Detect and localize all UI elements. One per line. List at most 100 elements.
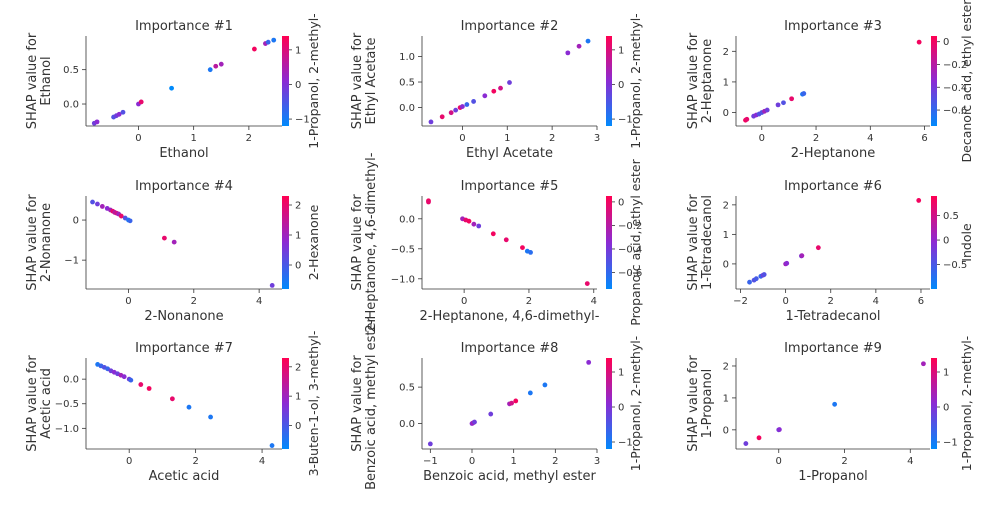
x-tick-label: 4: [256, 296, 262, 307]
data-point: [756, 435, 762, 441]
colorbar-label: 3-Buten-1-ol, 3-methyl-: [306, 331, 321, 477]
x-tick-label: 2: [841, 456, 847, 467]
x-axis-label: 1-Propanol: [798, 469, 868, 484]
y-axis-label-line1: SHAP value for: [686, 355, 701, 452]
x-tick-label: 2: [526, 296, 532, 307]
x-tick-label: 0: [782, 296, 788, 307]
colorbar-tick-label: 1: [295, 45, 301, 56]
colorbar-tick-label: 0: [618, 197, 624, 208]
data-point: [585, 38, 591, 44]
colorbar: [931, 36, 937, 126]
y-tick-label: 0.0: [63, 375, 79, 386]
data-point: [459, 104, 465, 109]
colorbar: [606, 196, 612, 289]
y-axis-label-line2: 2-Heptanone: [700, 39, 715, 123]
data-point: [208, 414, 213, 420]
colorbar-tick-label: 2: [295, 201, 301, 212]
x-tick-label: 2: [813, 133, 819, 144]
data-point: [503, 237, 509, 243]
data-point: [94, 119, 100, 125]
data-point: [128, 377, 134, 383]
colorbar-tick-label: −0.4: [943, 83, 967, 94]
x-axis-label: Acetic acid: [149, 469, 220, 484]
y-tick-label: −0.5: [391, 244, 415, 255]
colorbar-tick-label: 0: [618, 80, 624, 91]
x-axis-label: 2-Heptanone, 4,6-dimethyl-: [420, 309, 600, 324]
y-tick-label: 0.0: [399, 103, 415, 114]
data-point: [464, 102, 470, 107]
colorbar: [282, 36, 289, 126]
x-tick-label: 4: [591, 296, 597, 307]
y-tick-label: 1.0: [399, 52, 415, 63]
data-point: [527, 390, 533, 396]
y-axis-label-line1: SHAP value for: [686, 32, 701, 129]
data-point: [120, 109, 126, 115]
data-point: [482, 93, 488, 99]
y-axis-label-line1: SHAP value for: [350, 355, 365, 452]
y-axis-label-line1: SHAP value for: [25, 32, 40, 129]
colorbar-tick-label: 0: [943, 403, 949, 414]
subplot-title: Importance #3: [784, 19, 882, 34]
data-point: [471, 99, 477, 104]
x-tick-label: 0: [125, 296, 131, 307]
data-point: [743, 441, 749, 446]
y-tick-label: 0.5: [399, 383, 415, 394]
subplot-8: Importance #8 −1 0 1 2 3 0.0 0.5 Benzoic acid, m…: [350, 316, 643, 489]
data-point: [99, 204, 105, 209]
colorbar: [931, 196, 937, 289]
colorbar-label: 1-Propanol, 2-methyl-: [628, 336, 643, 471]
data-point: [761, 272, 767, 277]
data-point: [832, 401, 838, 407]
colorbar-tick-label: −0.2: [618, 221, 642, 232]
subplot-5: Importance #5 0 2 4 0.0 −0.5 −1.0 2-Heptanone, …: [350, 152, 643, 332]
y-axis-label-line2: 2-Heptanone, 4,6-dimethyl-: [364, 152, 379, 332]
y-tick-label: −0.5: [55, 399, 79, 410]
data-point: [520, 245, 525, 251]
x-tick-label: 0: [759, 133, 765, 144]
x-tick-label: 2: [246, 133, 252, 144]
x-tick-label: 3: [594, 133, 600, 144]
y-axis-label-line2: Ethanol: [39, 56, 54, 105]
colorbar: [606, 36, 612, 126]
x-tick-label: 4: [259, 456, 265, 467]
y-tick-label: 1: [723, 77, 729, 88]
data-point: [801, 91, 807, 96]
colorbar-tick-label: 2: [295, 362, 301, 373]
colorbar: [606, 358, 612, 449]
data-point: [744, 116, 750, 122]
colorbar: [282, 358, 289, 449]
y-tick-label: 1: [723, 230, 729, 241]
colorbar-tick-label: 0: [295, 80, 301, 91]
data-point: [269, 443, 275, 448]
x-tick-label: 1: [190, 133, 196, 144]
colorbar-tick-label: −0.6: [943, 106, 967, 117]
y-tick-label: 2: [723, 361, 729, 372]
x-axis-label: Benzoic acid, methyl ester: [423, 469, 596, 484]
subplot-title: Importance #2: [461, 19, 559, 34]
data-point: [542, 382, 548, 388]
y-axis-label-line1: SHAP value for: [350, 32, 365, 129]
data-point: [775, 102, 781, 108]
colorbar-tick-label: −1: [295, 115, 310, 126]
subplot-title: Importance #8: [461, 341, 559, 356]
colorbar-tick-label: −1: [618, 438, 633, 449]
colorbar-tick-label: 0: [618, 403, 624, 414]
data-point: [138, 99, 144, 105]
data-point: [490, 231, 496, 237]
x-tick-label: 0: [126, 456, 132, 467]
y-tick-label: 2: [723, 200, 729, 211]
x-tick-label: 0: [469, 456, 475, 467]
data-point: [916, 198, 922, 203]
x-tick-label: 2: [549, 133, 555, 144]
colorbar-label: Indole: [959, 223, 974, 262]
x-tick-label: 1: [504, 133, 510, 144]
data-point: [448, 110, 454, 116]
data-point: [428, 119, 434, 125]
data-point: [747, 279, 752, 285]
data-point: [586, 359, 592, 365]
data-point: [439, 114, 445, 120]
y-tick-label: 0.0: [399, 214, 415, 225]
y-tick-label: 2: [723, 47, 729, 58]
colorbar-tick-label: 1: [295, 392, 301, 403]
